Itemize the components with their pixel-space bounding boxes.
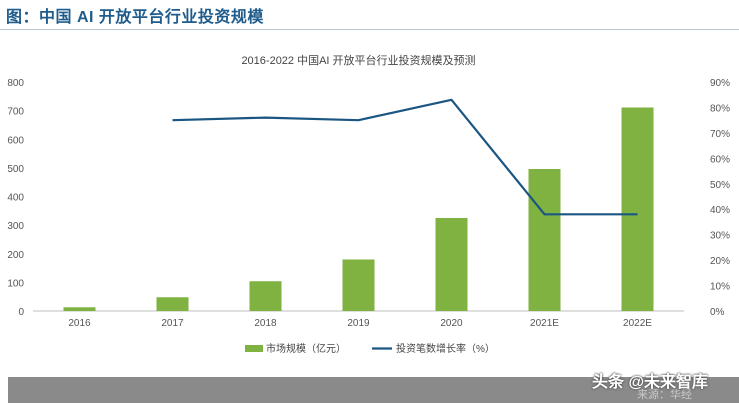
line-series [172, 98, 638, 216]
y-left-tick-label: 700 [7, 107, 24, 118]
x-tick-label: 2017 [161, 318, 184, 329]
y-left-tick-label: 300 [7, 221, 24, 232]
y-right-tick-label: 70% [710, 129, 730, 140]
watermark: 头条 @未来智库 [592, 374, 709, 391]
x-tick-label: 2016 [68, 318, 91, 329]
bar [528, 169, 561, 311]
x-tick-label: 2018 [254, 318, 277, 329]
figure-title: 图：中国 AI 开放平台行业投资规模 [6, 9, 264, 26]
y-right-tick-label: 80% [710, 103, 730, 114]
bar [156, 297, 189, 311]
y-left-tick-label: 200 [7, 250, 24, 261]
x-tick-label: 2022E [623, 318, 652, 329]
y-right-tick-label: 50% [710, 180, 730, 191]
x-tick-label: 2020 [440, 318, 463, 329]
y-right-tick-label: 30% [710, 231, 730, 242]
y-left-tick-label: 500 [7, 164, 24, 175]
y-left-tick-label: 100 [7, 278, 24, 289]
legend-label-line: 投资笔数增长率（%） [396, 342, 495, 355]
chart-title: 2016-2022 中国AI 开放平台行业投资规模及预测 [241, 53, 475, 67]
y-right-tick-label: 90% [710, 78, 730, 89]
y-right-tick-label: 60% [710, 154, 730, 165]
y-left-tick-label: 400 [7, 193, 24, 204]
legend-swatch-bar [245, 345, 263, 352]
title-divider [0, 29, 739, 30]
y-right-tick-label: 0% [710, 307, 725, 318]
bar [63, 307, 96, 311]
y-right-tick-label: 20% [710, 256, 730, 267]
legend-label-bar: 市场规模（亿元） [266, 342, 346, 355]
x-tick-label: 2019 [347, 318, 370, 329]
y-right-tick-label: 40% [710, 205, 730, 216]
footer-bar [8, 377, 739, 403]
y-left-tick-label: 0 [18, 307, 24, 318]
y-left-tick-label: 800 [7, 78, 24, 89]
y-left-tick-label: 600 [7, 135, 24, 146]
x-tick-label: 2021E [530, 318, 559, 329]
bar [435, 217, 468, 311]
bar [249, 281, 282, 311]
y-right-tick-label: 10% [710, 282, 730, 293]
footer-source: 来源：华经 [637, 389, 692, 401]
bar [621, 107, 654, 311]
bar [342, 259, 375, 311]
